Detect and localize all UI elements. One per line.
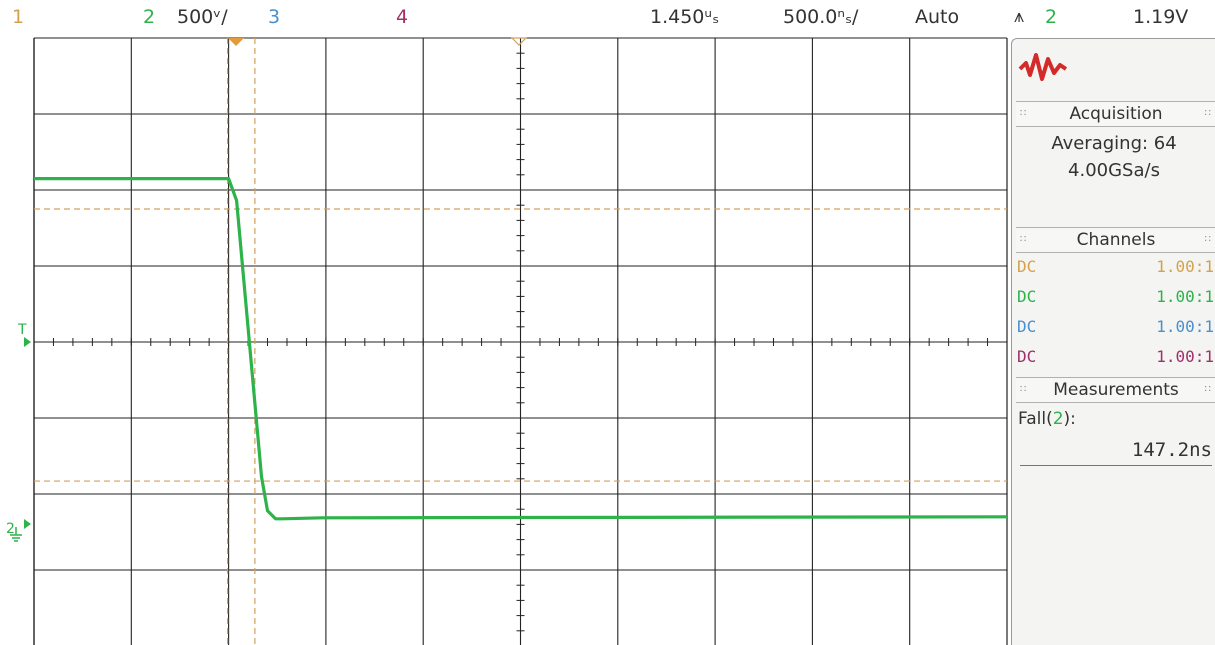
trigger-level-marker: T [17, 322, 27, 338]
grip-icon: ∷ [1204, 384, 1211, 395]
acquisition-title: Acquisition [1069, 104, 1163, 124]
channel-3-probe-ratio: 1.00:1 [1156, 317, 1214, 336]
trigger-position-icon [228, 38, 244, 46]
time-scale[interactable]: 500.0ⁿₛ/ [783, 6, 859, 28]
trigger-edge-icon[interactable]: ⩚ [1014, 6, 1025, 27]
channel-1-label[interactable]: 1 [12, 6, 25, 28]
fall-label-suffix: ): [1063, 409, 1076, 429]
trigger-mode[interactable]: Auto [915, 6, 960, 28]
time-reference-icon [510, 37, 528, 46]
channel-3-row[interactable]: DC 1.00:1 [1017, 317, 1214, 337]
measurements-title: Measurements [1053, 380, 1179, 400]
graticule [33, 37, 1008, 645]
fall-measurement-label[interactable]: Fall(2): [1018, 409, 1076, 429]
ch2-ground-marker: 2 [6, 521, 15, 537]
measurements-header[interactable]: ∷ Measurements ∷ [1016, 377, 1215, 403]
measurement-divider [1020, 465, 1212, 466]
ch2-ground-arrow-icon [24, 519, 31, 529]
channel-1-coupling: DC [1017, 257, 1037, 276]
trigger-level[interactable]: 1.19V [1133, 6, 1189, 28]
ground-symbol-icon [10, 527, 22, 542]
channels-title: Channels [1076, 230, 1156, 250]
sample-rate: 4.00GSa/s [1068, 160, 1160, 181]
channel-2-coupling: DC [1017, 287, 1037, 306]
channel-4-row[interactable]: DC 1.00:1 [1017, 347, 1214, 367]
status-bar: 1 2 500ᵛ/ 3 4 1.450ᵘₛ 500.0ⁿₛ/ Auto ⩚ 2 … [0, 0, 1215, 36]
grip-icon: ∷ [1204, 234, 1211, 245]
channel-2-probe-ratio: 1.00:1 [1156, 287, 1214, 306]
channel-4-label[interactable]: 4 [396, 6, 409, 28]
info-sidebar: ∷ Acquisition ∷ Averaging: 64 4.00GSa/s … [1011, 38, 1215, 645]
channel-2-trace [34, 177, 1008, 521]
channel-2-scale[interactable]: 500ᵛ/ [177, 6, 228, 28]
channel-1-row[interactable]: DC 1.00:1 [1017, 257, 1214, 277]
channel-4-probe-ratio: 1.00:1 [1156, 347, 1214, 366]
grip-icon: ∷ [1020, 384, 1026, 395]
trigger-channel[interactable]: 2 [1045, 6, 1058, 28]
fall-measurement-value: 147.2ns [1131, 439, 1212, 461]
grip-icon: ∷ [1020, 108, 1026, 119]
channel-4-coupling: DC [1017, 347, 1037, 366]
trigger-level-arrow-icon [24, 337, 31, 347]
channel-3-label[interactable]: 3 [268, 6, 281, 28]
cursors [34, 38, 1007, 645]
fall-label-channel: 2 [1052, 409, 1064, 429]
waveform-logo-icon [1018, 53, 1068, 81]
grip-icon: ∷ [1020, 234, 1026, 245]
channels-header[interactable]: ∷ Channels ∷ [1016, 227, 1215, 253]
acquisition-header[interactable]: ∷ Acquisition ∷ [1016, 101, 1215, 127]
channel-3-coupling: DC [1017, 317, 1037, 336]
channel-2-label[interactable]: 2 [143, 6, 156, 28]
acquisition-mode: Averaging: 64 [1051, 133, 1177, 154]
channel-2-row[interactable]: DC 1.00:1 [1017, 287, 1214, 307]
channel-1-probe-ratio: 1.00:1 [1156, 257, 1214, 276]
time-delay[interactable]: 1.450ᵘₛ [650, 6, 720, 28]
grip-icon: ∷ [1204, 108, 1211, 119]
markers: T 2 [6, 37, 528, 542]
fall-label-prefix: Fall( [1018, 409, 1053, 429]
channel-2-waveform [34, 177, 1008, 521]
